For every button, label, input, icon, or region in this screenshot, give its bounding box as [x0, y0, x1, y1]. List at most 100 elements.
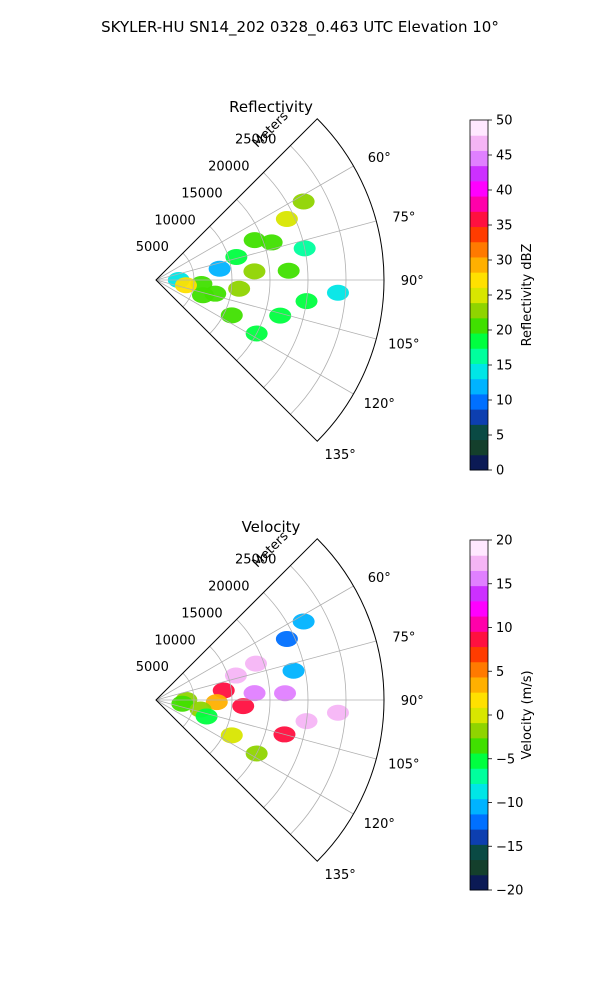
- colorbar-segment: [470, 317, 488, 334]
- range-tick-label: 20000: [208, 580, 249, 595]
- range-tick-label: 10000: [154, 633, 195, 648]
- colorbar-segment: [470, 135, 488, 151]
- colorbar-segment: [470, 180, 488, 197]
- range-tick-label: 25000: [235, 553, 276, 568]
- azimuth-tick-label: 60°: [368, 151, 391, 166]
- colorbar-segment: [470, 676, 488, 693]
- radar-cell: [326, 284, 349, 301]
- reflectivity-panel: Reflectivity 5000 10000 15000 20000 25000 60° 7…: [136, 98, 535, 479]
- radar-cell: [277, 262, 300, 279]
- colorbar-segment: [470, 363, 488, 380]
- colorbar-label: Velocity (m/s): [520, 670, 535, 759]
- azimuth-gridline: [155, 640, 377, 701]
- sector-frame: [155, 118, 385, 442]
- colorbar-segment: [470, 287, 488, 304]
- range-tick-label: 20000: [208, 160, 249, 175]
- radar-cell: [220, 727, 243, 744]
- colorbar-tick-label: 20: [496, 534, 513, 549]
- sector-frame: [155, 538, 385, 862]
- radar-cell: [243, 232, 266, 249]
- radar-cell: [244, 655, 267, 672]
- range-tick-label: 15000: [181, 186, 222, 201]
- colorbar-tick-label: 5: [496, 665, 504, 680]
- colorbar-segment: [470, 783, 488, 800]
- colorbar-segment: [470, 737, 488, 754]
- colorbar-segment: [470, 409, 488, 425]
- colorbar-segment: [470, 813, 488, 830]
- radar-cell: [205, 694, 228, 711]
- colorbar-segment: [470, 600, 488, 617]
- radar-cell: [282, 662, 305, 679]
- colorbar-segment: [470, 829, 488, 845]
- colorbar-segment: [470, 753, 488, 769]
- colorbar-segment: [470, 798, 488, 815]
- azimuth-tick-label: 60°: [368, 571, 391, 586]
- range-tick-label: 25000: [235, 133, 276, 148]
- radar-cell: [243, 685, 266, 702]
- colorbar-segment: [470, 768, 488, 784]
- colorbar-segment: [470, 333, 488, 349]
- colorbar-tick-label: 15: [496, 359, 513, 374]
- colorbar-tick-label: 20: [496, 324, 513, 339]
- figure-title: SKYLER-HU SN14_202 0328_0.463 UTC Elevat…: [101, 18, 499, 37]
- colorbar-tick-label: 35: [496, 219, 513, 234]
- radar-cell: [232, 698, 255, 715]
- azimuth-tick-label: 135°: [324, 448, 355, 463]
- radar-cell: [326, 704, 349, 721]
- colorbar-tick-label: 15: [496, 577, 513, 592]
- radar-cell: [292, 613, 315, 630]
- panel-title: Reflectivity: [229, 98, 313, 116]
- colorbar-segment: [470, 540, 488, 556]
- colorbar: 0 5 10 15 20 25 30 35 40 45 50 Reflectivity dBZ: [469, 114, 535, 479]
- colorbar-segment: [470, 692, 488, 708]
- colorbar-tick-label: 25: [496, 289, 513, 304]
- colorbar-tick-label: 30: [496, 254, 513, 269]
- colorbar-segment: [470, 256, 488, 273]
- azimuth-gridline: [155, 279, 354, 395]
- velocity-panel: Velocity 5000 10000 15000 20000 25000 60° 75° 90…: [136, 518, 535, 899]
- radar-cell: [292, 193, 315, 210]
- range-tick-label: 10000: [154, 213, 195, 228]
- colorbar-segment: [470, 555, 488, 571]
- radar-cell: [228, 280, 251, 297]
- colorbar-segment: [470, 859, 488, 876]
- radar-cell: [224, 667, 247, 684]
- radar-cell: [195, 708, 218, 725]
- colorbar-segment: [470, 631, 488, 648]
- colorbar-segment: [470, 707, 488, 724]
- colorbar-segment: [470, 393, 488, 410]
- colorbar-tick-label: 10: [496, 621, 513, 636]
- azimuth-gridline: [155, 279, 377, 340]
- azimuth-tick-label: 90°: [401, 274, 424, 289]
- colorbar-segment: [470, 424, 488, 441]
- radar-cell: [275, 210, 298, 227]
- colorbar-tick-label: 5: [496, 429, 504, 444]
- radar-cell: [275, 630, 298, 647]
- radar-cell: [191, 287, 214, 304]
- azimuth-tick-label: 75°: [392, 630, 415, 645]
- azimuth-tick-label: 90°: [401, 694, 424, 709]
- colorbar-tick-label: 0: [496, 709, 504, 724]
- colorbar-tick-label: 40: [496, 184, 513, 199]
- azimuth-gridline: [155, 585, 354, 701]
- range-tick-label: 15000: [181, 606, 222, 621]
- azimuth-tick-label: 135°: [324, 868, 355, 883]
- colorbar: −20 −15 −10 −5 0 5 10 15 20 Velocity (m/s): [469, 534, 535, 899]
- colorbar-segment: [470, 150, 488, 167]
- colorbar-segment: [470, 196, 488, 212]
- colorbar-segment: [470, 616, 488, 632]
- azimuth-tick-label: 105°: [388, 338, 419, 353]
- colorbar-label: Reflectivity dBZ: [520, 244, 535, 347]
- azimuth-gridline: [155, 165, 354, 281]
- colorbar-segment: [470, 439, 488, 456]
- colorbar-tick-label: −15: [496, 840, 523, 855]
- colorbar-segment: [470, 165, 488, 182]
- colorbar-segment: [470, 120, 488, 136]
- colorbar-segment: [470, 241, 488, 258]
- radar-cell: [260, 234, 283, 251]
- colorbar-segment: [470, 348, 488, 364]
- colorbar-tick-label: 50: [496, 114, 513, 129]
- azimuth-tick-label: 105°: [388, 758, 419, 773]
- colorbar-segment: [470, 272, 488, 288]
